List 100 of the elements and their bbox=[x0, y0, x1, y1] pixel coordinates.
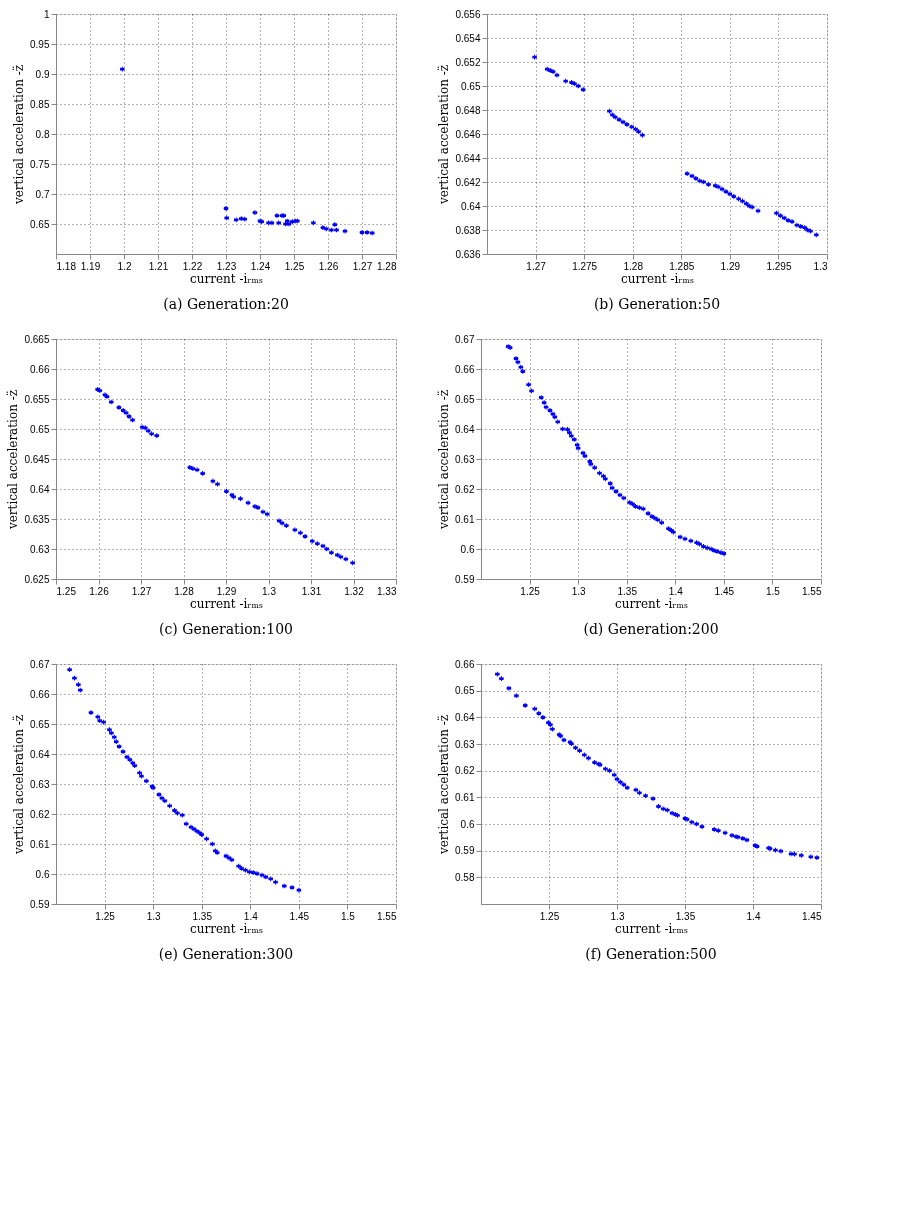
y-tick-label: 0.59 bbox=[455, 573, 475, 585]
x-tick-label: 1.3 bbox=[571, 585, 587, 597]
point bbox=[96, 717, 103, 724]
x-tick-label: 1.285 bbox=[669, 260, 695, 272]
y-tick-label: 0.7 bbox=[35, 188, 50, 200]
point bbox=[342, 228, 348, 235]
text: (e) Generation:300 bbox=[158, 946, 294, 962]
point bbox=[793, 222, 800, 229]
y-tick-label: 0.61 bbox=[30, 838, 50, 850]
point bbox=[525, 381, 532, 388]
y-tick-label: 0.64 bbox=[455, 423, 475, 435]
x-tick-label: 1.28 bbox=[623, 260, 644, 272]
y-tick-label: 0.64 bbox=[30, 483, 50, 495]
x-tick-label: 1.29 bbox=[216, 585, 237, 597]
point bbox=[71, 675, 78, 681]
y-tick-label: 0.67 bbox=[455, 333, 475, 345]
y-tick-label: 0.65 bbox=[30, 218, 50, 230]
y-tick-label: 0.85 bbox=[30, 98, 50, 110]
point bbox=[129, 760, 136, 766]
y-tick-label: 0.64 bbox=[461, 200, 481, 212]
y-tick-label: 0.62 bbox=[455, 765, 475, 777]
y-tick-label: 0.63 bbox=[455, 453, 475, 465]
point bbox=[554, 418, 561, 425]
point bbox=[609, 484, 616, 491]
point bbox=[252, 209, 258, 216]
y-tick-label: 0.646 bbox=[455, 128, 481, 140]
y-tick-label: 0.66 bbox=[30, 363, 50, 375]
y-tick-label: 0.656 bbox=[455, 8, 481, 20]
point bbox=[158, 795, 165, 801]
y-axis-title: vertical acceleration -z̈ bbox=[6, 389, 21, 531]
point bbox=[575, 445, 582, 452]
x-tick-label: 1.4 bbox=[243, 910, 259, 922]
x-tick-label: 1.275 bbox=[572, 260, 598, 272]
point bbox=[320, 224, 326, 231]
point bbox=[777, 212, 784, 219]
point bbox=[600, 473, 607, 479]
x-tick-label: 1.27 bbox=[131, 585, 152, 597]
point bbox=[700, 543, 707, 550]
point bbox=[138, 773, 145, 780]
x-tick-label: 1.22 bbox=[182, 260, 203, 272]
y-tick-label: 0.63 bbox=[455, 738, 475, 750]
point bbox=[696, 177, 703, 184]
y-tick-label: 0.65 bbox=[461, 80, 481, 92]
point bbox=[696, 541, 703, 548]
point bbox=[281, 883, 288, 889]
point bbox=[238, 215, 245, 222]
y-axis-title: vertical acceleration -z̈ bbox=[12, 714, 27, 856]
point bbox=[613, 488, 619, 495]
y-tick-label: 0.59 bbox=[30, 898, 50, 910]
point bbox=[562, 78, 569, 85]
y-tick-label: 0.65 bbox=[30, 423, 50, 435]
point bbox=[519, 368, 526, 375]
point bbox=[739, 198, 746, 205]
x-tick-label: 1.19 bbox=[80, 260, 101, 272]
point bbox=[607, 480, 614, 487]
x-tick-label: 1.28 bbox=[377, 260, 397, 272]
x-tick-label: 1.45 bbox=[289, 910, 310, 922]
x-tick-label: 1.28 bbox=[174, 585, 195, 597]
y-tick-label: 0.61 bbox=[455, 791, 475, 803]
y-tick-label: 0.9 bbox=[35, 68, 50, 80]
x-tick-label: 1.21 bbox=[148, 260, 169, 272]
x-tick-label: 1.27 bbox=[526, 260, 547, 272]
y-tick-label: 0.65 bbox=[30, 718, 50, 730]
point bbox=[100, 719, 107, 726]
x-axis-title: current -iᵣₘₛ bbox=[615, 921, 688, 936]
y-tick-label: 0.66 bbox=[30, 688, 50, 700]
y-tick-label: 0.95 bbox=[30, 38, 50, 50]
point bbox=[238, 865, 245, 872]
y-tick-label: 0.648 bbox=[455, 104, 481, 116]
point bbox=[242, 867, 249, 873]
y-axis-title: vertical acceleration -z̈ bbox=[437, 714, 452, 856]
point bbox=[628, 123, 635, 130]
y-tick-label: 0.8 bbox=[35, 128, 50, 140]
text: (d) Generation:200 bbox=[583, 621, 719, 637]
point bbox=[183, 821, 190, 827]
point bbox=[596, 470, 603, 476]
y-axis-title: vertical acceleration -z̈ bbox=[12, 64, 27, 206]
x-tick-label: 1.35 bbox=[192, 910, 213, 922]
y-tick-label: 0.625 bbox=[24, 573, 50, 585]
y-tick-label: 0.6 bbox=[460, 543, 475, 555]
point bbox=[582, 453, 588, 459]
y-tick-label: 0.62 bbox=[30, 808, 50, 820]
x-axis-title: current -iᵣₘₛ bbox=[190, 271, 263, 286]
point bbox=[310, 219, 317, 226]
y-tick-label: 0.6 bbox=[35, 868, 50, 880]
point bbox=[617, 492, 623, 498]
y-tick-label: 0.67 bbox=[30, 658, 50, 670]
x-tick-label: 1.31 bbox=[301, 585, 322, 597]
y-tick-label: 0.66 bbox=[455, 363, 475, 375]
x-tick-label: 1.33 bbox=[377, 585, 397, 597]
y-tick-label: 0.61 bbox=[455, 513, 475, 525]
point bbox=[111, 734, 118, 741]
point bbox=[559, 426, 566, 432]
x-axis-title: current -iᵣₘₛ bbox=[615, 596, 688, 611]
point bbox=[209, 841, 216, 847]
point bbox=[571, 80, 578, 87]
point bbox=[773, 210, 780, 217]
point bbox=[269, 219, 275, 226]
x-axis-title: current -iᵣₘₛ bbox=[190, 921, 263, 936]
x-tick-label: 1.45 bbox=[714, 585, 735, 597]
